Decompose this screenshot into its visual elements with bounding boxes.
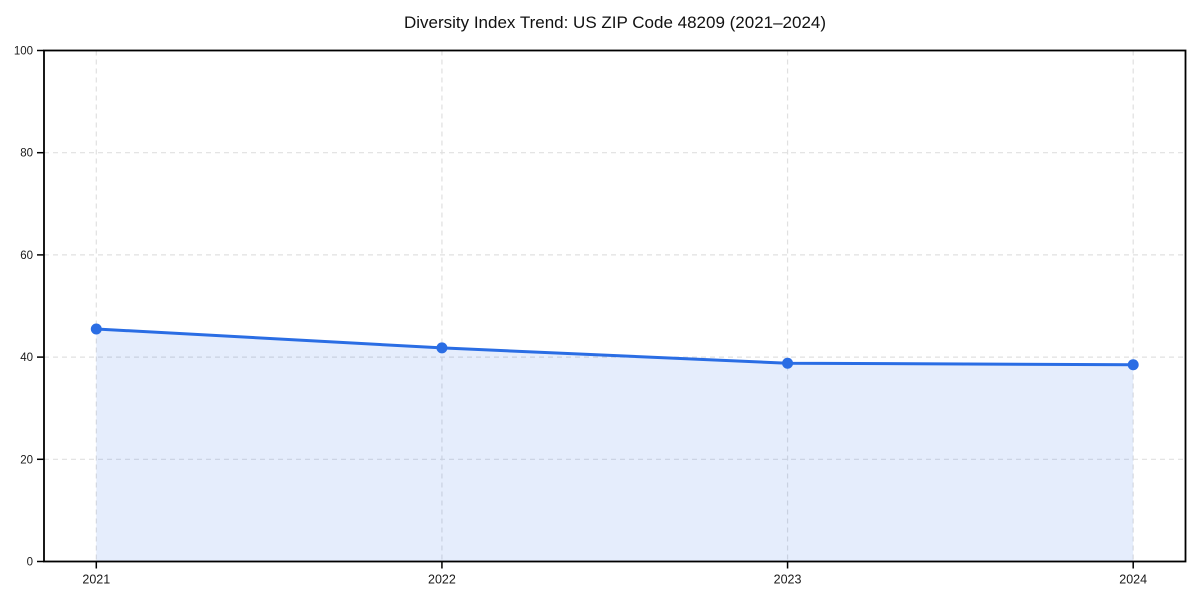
data-point-2022	[436, 342, 448, 354]
y-tick-label: 40	[20, 352, 33, 364]
x-tick-label: 2024	[1119, 573, 1147, 587]
y-tick-label: 60	[20, 250, 33, 262]
data-point-2024	[1127, 359, 1139, 371]
plot-border	[43, 49, 1187, 563]
data-point-2021	[90, 323, 102, 335]
y-tick-label: 100	[14, 46, 33, 58]
y-tick-label: 0	[27, 557, 33, 569]
y-tick-label: 20	[20, 454, 33, 466]
area-fill	[96, 328, 1134, 562]
x-tick-label: 2022	[428, 573, 456, 587]
chart-title: Diversity Index Trend: US ZIP Code 48209…	[403, 13, 827, 32]
trend-line	[94, 327, 1135, 367]
x-tick-label: 2021	[82, 573, 110, 587]
data-point-2023	[782, 357, 794, 369]
x-tick-label: 2023	[774, 573, 802, 587]
y-tick-label: 80	[20, 148, 33, 160]
